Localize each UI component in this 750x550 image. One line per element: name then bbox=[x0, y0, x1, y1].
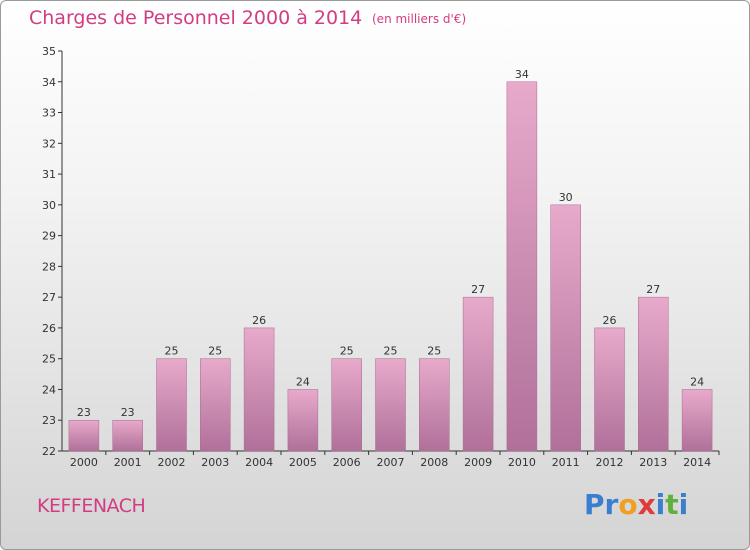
x-tick-label: 2004 bbox=[245, 456, 273, 469]
x-tick-label: 2010 bbox=[508, 456, 536, 469]
bar bbox=[112, 419, 143, 452]
y-tick-label: 22 bbox=[42, 445, 56, 458]
x-tick-label: 2013 bbox=[639, 456, 667, 469]
data-label: 25 bbox=[340, 345, 354, 358]
data-label: 27 bbox=[646, 283, 660, 296]
y-tick-label: 32 bbox=[42, 137, 56, 150]
bar bbox=[550, 204, 581, 452]
y-tick-label: 27 bbox=[42, 291, 56, 304]
x-tick-label: 2009 bbox=[464, 456, 492, 469]
chart-subtitle: (en milliers d'€) bbox=[372, 12, 467, 26]
bar bbox=[594, 327, 625, 452]
data-label: 25 bbox=[208, 345, 222, 358]
bar bbox=[331, 358, 362, 452]
data-label: 23 bbox=[77, 406, 91, 419]
bar bbox=[68, 419, 100, 452]
x-tick-label: 2000 bbox=[70, 456, 98, 469]
data-label: 25 bbox=[384, 345, 398, 358]
y-tick-label: 35 bbox=[42, 45, 56, 58]
data-label: 25 bbox=[427, 345, 441, 358]
bar bbox=[243, 327, 275, 452]
bar bbox=[287, 389, 319, 452]
brand-letter: i bbox=[655, 488, 666, 521]
bar bbox=[506, 81, 538, 452]
x-tick-label: 2002 bbox=[158, 456, 186, 469]
brand-letter: t bbox=[665, 488, 679, 521]
y-tick-label: 28 bbox=[42, 260, 56, 273]
x-tick-label: 2001 bbox=[114, 456, 142, 469]
brand-letter: r bbox=[604, 488, 619, 521]
y-tick-label: 26 bbox=[42, 322, 56, 335]
bars-group: 23 23 25 25 26 24 25 25 25 27 34 30 26 27 24 bbox=[68, 68, 713, 452]
town-name: KEFFENACH bbox=[37, 495, 146, 517]
y-tick-label: 29 bbox=[42, 230, 56, 243]
x-tick-label: 2008 bbox=[420, 456, 448, 469]
chart-title: Charges de Personnel 2000 à 2014 bbox=[29, 7, 363, 29]
brand-letter: o bbox=[618, 488, 638, 521]
bar bbox=[462, 296, 494, 452]
x-tick-label: 2005 bbox=[289, 456, 317, 469]
x-tick-label: 2006 bbox=[333, 456, 361, 469]
y-tick-label: 30 bbox=[42, 199, 56, 212]
x-tick-label: 2012 bbox=[596, 456, 624, 469]
bar bbox=[419, 358, 450, 452]
y-tick-label: 23 bbox=[42, 414, 56, 427]
data-label: 23 bbox=[121, 406, 135, 419]
brand-letter: i bbox=[678, 488, 689, 521]
y-tick-label: 25 bbox=[42, 353, 56, 366]
data-label: 24 bbox=[690, 375, 704, 388]
data-label: 24 bbox=[296, 375, 310, 388]
data-label: 27 bbox=[471, 283, 485, 296]
brand-letter: x bbox=[637, 488, 656, 521]
x-tick-label: 2003 bbox=[201, 456, 229, 469]
bar bbox=[681, 389, 713, 452]
x-tick-label: 2011 bbox=[552, 456, 580, 469]
bar bbox=[375, 358, 406, 452]
bar bbox=[638, 296, 669, 452]
brand-letter: P bbox=[584, 488, 605, 521]
x-tick-label: 2007 bbox=[377, 456, 405, 469]
y-tick-label: 24 bbox=[42, 383, 56, 396]
data-label: 26 bbox=[603, 314, 617, 327]
data-label: 25 bbox=[165, 345, 179, 358]
y-tick-label: 33 bbox=[42, 107, 56, 120]
bar bbox=[156, 358, 187, 452]
x-tick-label: 2014 bbox=[683, 456, 711, 469]
brand-logo: Proxiti bbox=[584, 488, 688, 521]
data-label: 30 bbox=[559, 191, 573, 204]
data-label: 26 bbox=[252, 314, 266, 327]
y-tick-label: 31 bbox=[42, 168, 56, 181]
y-tick-label: 34 bbox=[42, 76, 56, 89]
bar bbox=[200, 358, 231, 452]
data-label: 34 bbox=[515, 68, 529, 81]
